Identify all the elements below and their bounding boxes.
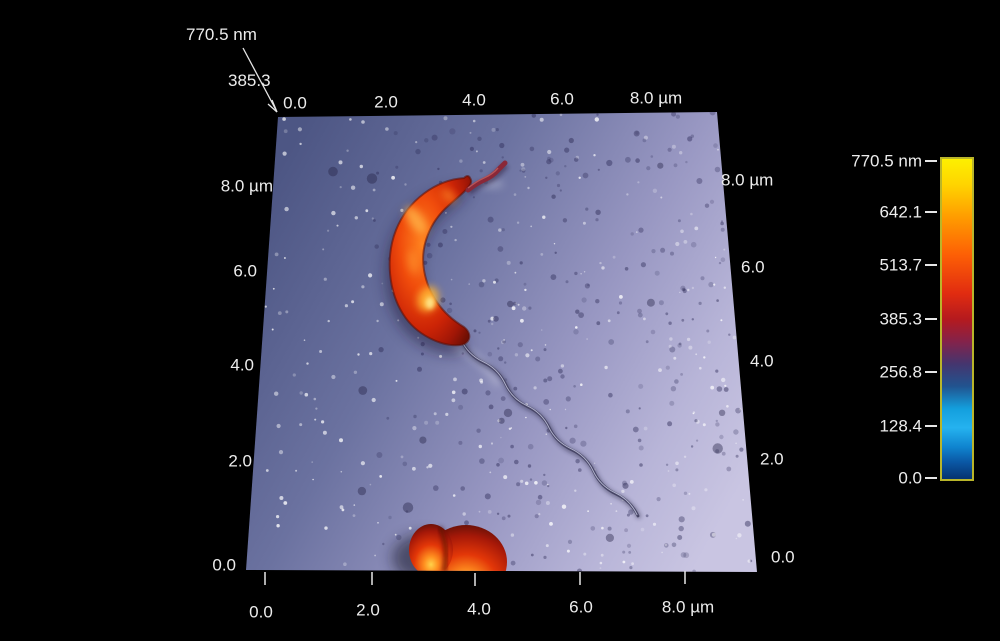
colorbar-label-2: 513.7	[879, 255, 922, 275]
x-axis-bottom-label-0: 0.0	[249, 602, 273, 622]
x-axis-bottom-label-2: 4.0	[467, 599, 491, 619]
bottom-axis-ticks	[264, 571, 686, 586]
y-axis-right-label-1: 6.0	[741, 257, 765, 277]
colorbar-tick	[925, 371, 937, 373]
substrate-surface	[246, 112, 757, 572]
z-scale-max-label: 770.5 nm	[186, 25, 257, 44]
x-axis-top-label-0: 0.0	[283, 93, 307, 113]
y-axis-right-label-3: 2.0	[760, 449, 784, 469]
colorbar-label-5: 128.4	[879, 416, 922, 436]
x-axis-top-label-3: 6.0	[550, 89, 574, 109]
colorbar-tick	[925, 477, 937, 479]
colorbar-tick	[925, 264, 937, 266]
y-axis-right-label-2: 4.0	[750, 351, 774, 371]
x-axis-top-label-4: 8.0 µm	[629, 88, 683, 108]
polar-flagellum-stub	[465, 160, 509, 195]
x-axis-bottom-label-4: 8.0 µm	[661, 597, 715, 617]
y-axis-left-label-1: 6.0	[233, 261, 257, 281]
y-axis-left-label-2: 4.0	[230, 355, 254, 375]
x-axis-bottom-label-3: 6.0	[569, 597, 593, 617]
colorbar-label-1: 642.1	[879, 202, 922, 222]
x-axis-top-label-2: 4.0	[462, 90, 486, 110]
z-scale-mid-label: 385.3	[228, 71, 271, 90]
flagellum	[460, 339, 642, 519]
y-axis-left-label-4: 0.0	[212, 555, 236, 575]
colorbar-label-4: 256.8	[879, 362, 922, 382]
x-axis-bottom-label-1: 2.0	[356, 600, 380, 620]
colorbar-tick	[925, 160, 937, 162]
y-axis-left-label-0: 8.0 µm	[220, 176, 273, 196]
partial-second-cell	[392, 524, 507, 572]
colorbar-label-0: 770.5 nm	[851, 151, 922, 171]
y-axis-left-label-3: 2.0	[228, 451, 252, 471]
y-axis-right-label-0: 8.0 µm	[721, 170, 774, 190]
z-axis-line	[242, 47, 278, 113]
colorbar-tick	[925, 318, 937, 320]
colorbar-gradient	[940, 157, 974, 481]
x-axis-top-label-1: 2.0	[374, 92, 398, 112]
y-axis-right-label-4: 0.0	[771, 547, 795, 567]
colorbar-label-6: 0.0	[898, 468, 922, 488]
colorbar-tick	[925, 425, 937, 427]
colorbar-label-3: 385.3	[879, 309, 922, 329]
colorbar-tick	[925, 211, 937, 213]
